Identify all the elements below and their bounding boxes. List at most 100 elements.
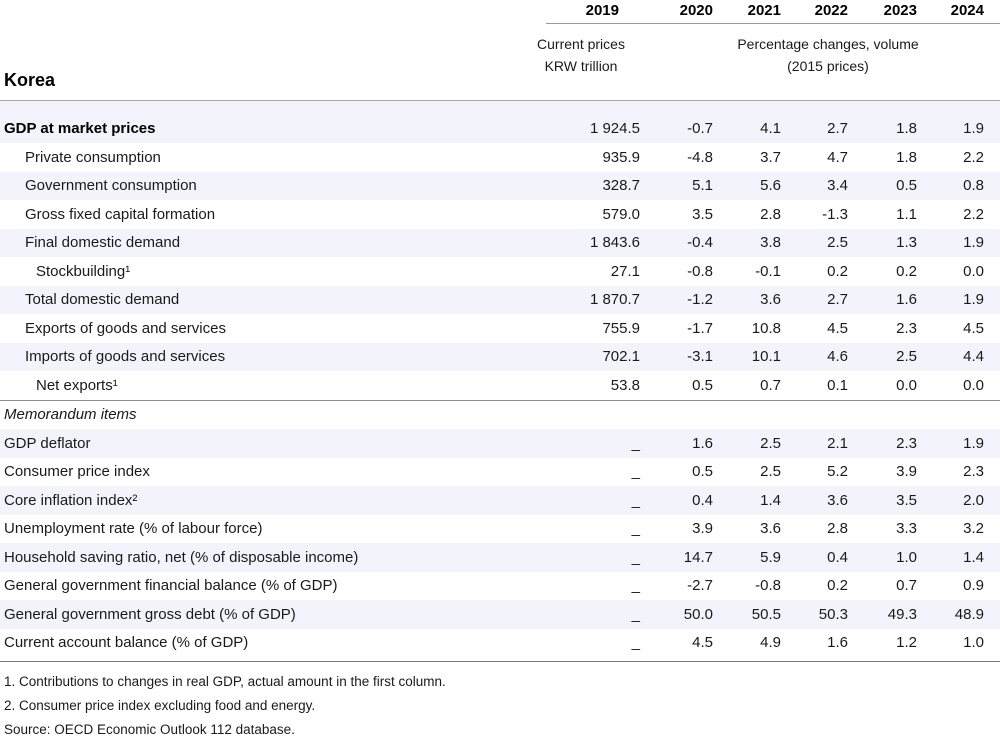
row-value: 0.5 — [896, 177, 917, 195]
row-label: Unemployment rate (% of labour force) — [4, 520, 263, 538]
row-value: 1.0 — [896, 548, 917, 566]
row-value: 0.1 — [827, 376, 848, 394]
row-value: -2.7 — [687, 577, 713, 595]
table-row: Memorandum items — [0, 399, 1000, 430]
row-value: 1.9 — [963, 291, 984, 309]
row-label: Core inflation index² — [4, 491, 138, 509]
row-value: 1 924.5 — [589, 120, 640, 137]
row-value: 1.6 — [827, 634, 848, 652]
row-value: 2.7 — [827, 120, 848, 137]
row-value: 2.1 — [827, 434, 848, 452]
row-value: 3.9 — [692, 520, 713, 538]
row-value: 0.5 — [692, 376, 713, 394]
row-value: 3.6 — [760, 291, 781, 309]
row-value: 3.5 — [896, 491, 917, 509]
row-value: 4.6 — [827, 348, 848, 366]
row-value: 2.5 — [760, 434, 781, 452]
row-value: 1.3 — [896, 234, 917, 252]
row-value: _ — [631, 491, 640, 509]
row-value: 3.9 — [896, 463, 917, 481]
row-value: _ — [631, 548, 640, 566]
row-value: 53.8 — [610, 376, 640, 394]
row-value: 2.3 — [896, 434, 917, 452]
year-header-underline — [546, 23, 1000, 24]
row-value: 4.9 — [760, 634, 781, 652]
table-row: Total domestic demand 1 870.7 -1.2 3.6 2… — [0, 285, 1000, 314]
row-value: -0.4 — [687, 234, 713, 252]
row-value: 1 870.7 — [589, 291, 640, 309]
row-value: 50.0 — [683, 605, 713, 623]
column-unit-2019-line2: KRW trillion — [544, 58, 618, 74]
row-value: -0.1 — [755, 262, 781, 280]
row-value: 27.1 — [610, 262, 640, 280]
row-value: 4.5 — [963, 319, 984, 337]
row-value: 1.6 — [692, 434, 713, 452]
row-value: 2.2 — [963, 148, 984, 166]
row-value: 2.8 — [760, 205, 781, 223]
row-value: 0.0 — [896, 376, 917, 394]
row-value: 3.6 — [827, 491, 848, 509]
row-value: 50.5 — [751, 605, 781, 623]
row-value: 2.5 — [827, 234, 848, 252]
row-label: Total domestic demand — [25, 291, 180, 309]
row-value: 935.9 — [602, 148, 640, 166]
table-row: GDP at market prices 1 924.5 -0.7 4.1 2.… — [0, 101, 1000, 143]
row-label: Current account balance (% of GDP) — [4, 634, 249, 652]
row-value: 1.9 — [963, 434, 984, 452]
row-value: 1.9 — [963, 234, 984, 252]
year-header-2021: 2021 — [747, 2, 781, 19]
row-value: 4.4 — [963, 348, 984, 366]
row-value: 2.3 — [963, 463, 984, 481]
row-value: 1.2 — [896, 634, 917, 652]
row-label: Net exports¹ — [36, 376, 118, 394]
row-value: 2.8 — [827, 520, 848, 538]
row-value: _ — [631, 463, 640, 481]
row-value: 1.4 — [760, 491, 781, 509]
row-value: 5.9 — [760, 548, 781, 566]
row-value: 5.6 — [760, 177, 781, 195]
row-value: -0.8 — [687, 262, 713, 280]
row-value: 1.8 — [896, 148, 917, 166]
row-value: -3.1 — [687, 348, 713, 366]
row-value: 0.7 — [896, 577, 917, 595]
row-value: -0.8 — [755, 577, 781, 595]
row-value: 14.7 — [683, 548, 713, 566]
row-value: -1.2 — [687, 291, 713, 309]
table-row: Core inflation index² _ 0.4 1.4 3.6 3.5 … — [0, 486, 1000, 515]
table-bottom-rule — [0, 661, 1000, 662]
row-value: 3.6 — [760, 520, 781, 538]
row-value: _ — [631, 605, 640, 623]
row-value: 0.7 — [760, 376, 781, 394]
row-value: 2.5 — [896, 348, 917, 366]
row-value: 1.1 — [896, 205, 917, 223]
row-label: Gross fixed capital formation — [25, 205, 216, 223]
row-value: 3.3 — [896, 520, 917, 538]
row-value: _ — [631, 520, 640, 538]
column-unit-2019-line1: Current prices — [537, 36, 625, 52]
year-header-2022: 2022 — [814, 2, 848, 19]
table-row: Gross fixed capital formation 579.0 3.5 … — [0, 200, 1000, 229]
table-row: Consumer price index _ 0.5 2.5 5.2 3.9 2… — [0, 458, 1000, 487]
row-value: _ — [631, 434, 640, 452]
year-header-2023: 2023 — [883, 2, 917, 19]
row-value: -4.8 — [687, 148, 713, 166]
row-value: 50.3 — [818, 605, 848, 623]
row-value: 2.0 — [963, 491, 984, 509]
row-value: -1.3 — [822, 205, 848, 223]
row-label: Memorandum items — [4, 406, 137, 424]
row-value: _ — [631, 577, 640, 595]
row-value: 0.2 — [827, 577, 848, 595]
year-header-2019: 2019 — [585, 2, 619, 19]
row-value: -0.7 — [687, 120, 713, 137]
column-unit-2019: Current prices KRW trillion — [521, 33, 641, 77]
row-value: 2.7 — [827, 291, 848, 309]
table-row: Imports of goods and services 702.1 -3.1… — [0, 342, 1000, 371]
row-label: Final domestic demand — [25, 234, 181, 252]
row-value: 10.1 — [751, 348, 781, 366]
row-value: 3.4 — [827, 177, 848, 195]
row-label: GDP deflator — [4, 434, 91, 452]
row-value: 4.5 — [827, 319, 848, 337]
row-label: Stockbuilding¹ — [36, 262, 131, 280]
column-unit-percentage-line2: (2015 prices) — [787, 58, 869, 74]
